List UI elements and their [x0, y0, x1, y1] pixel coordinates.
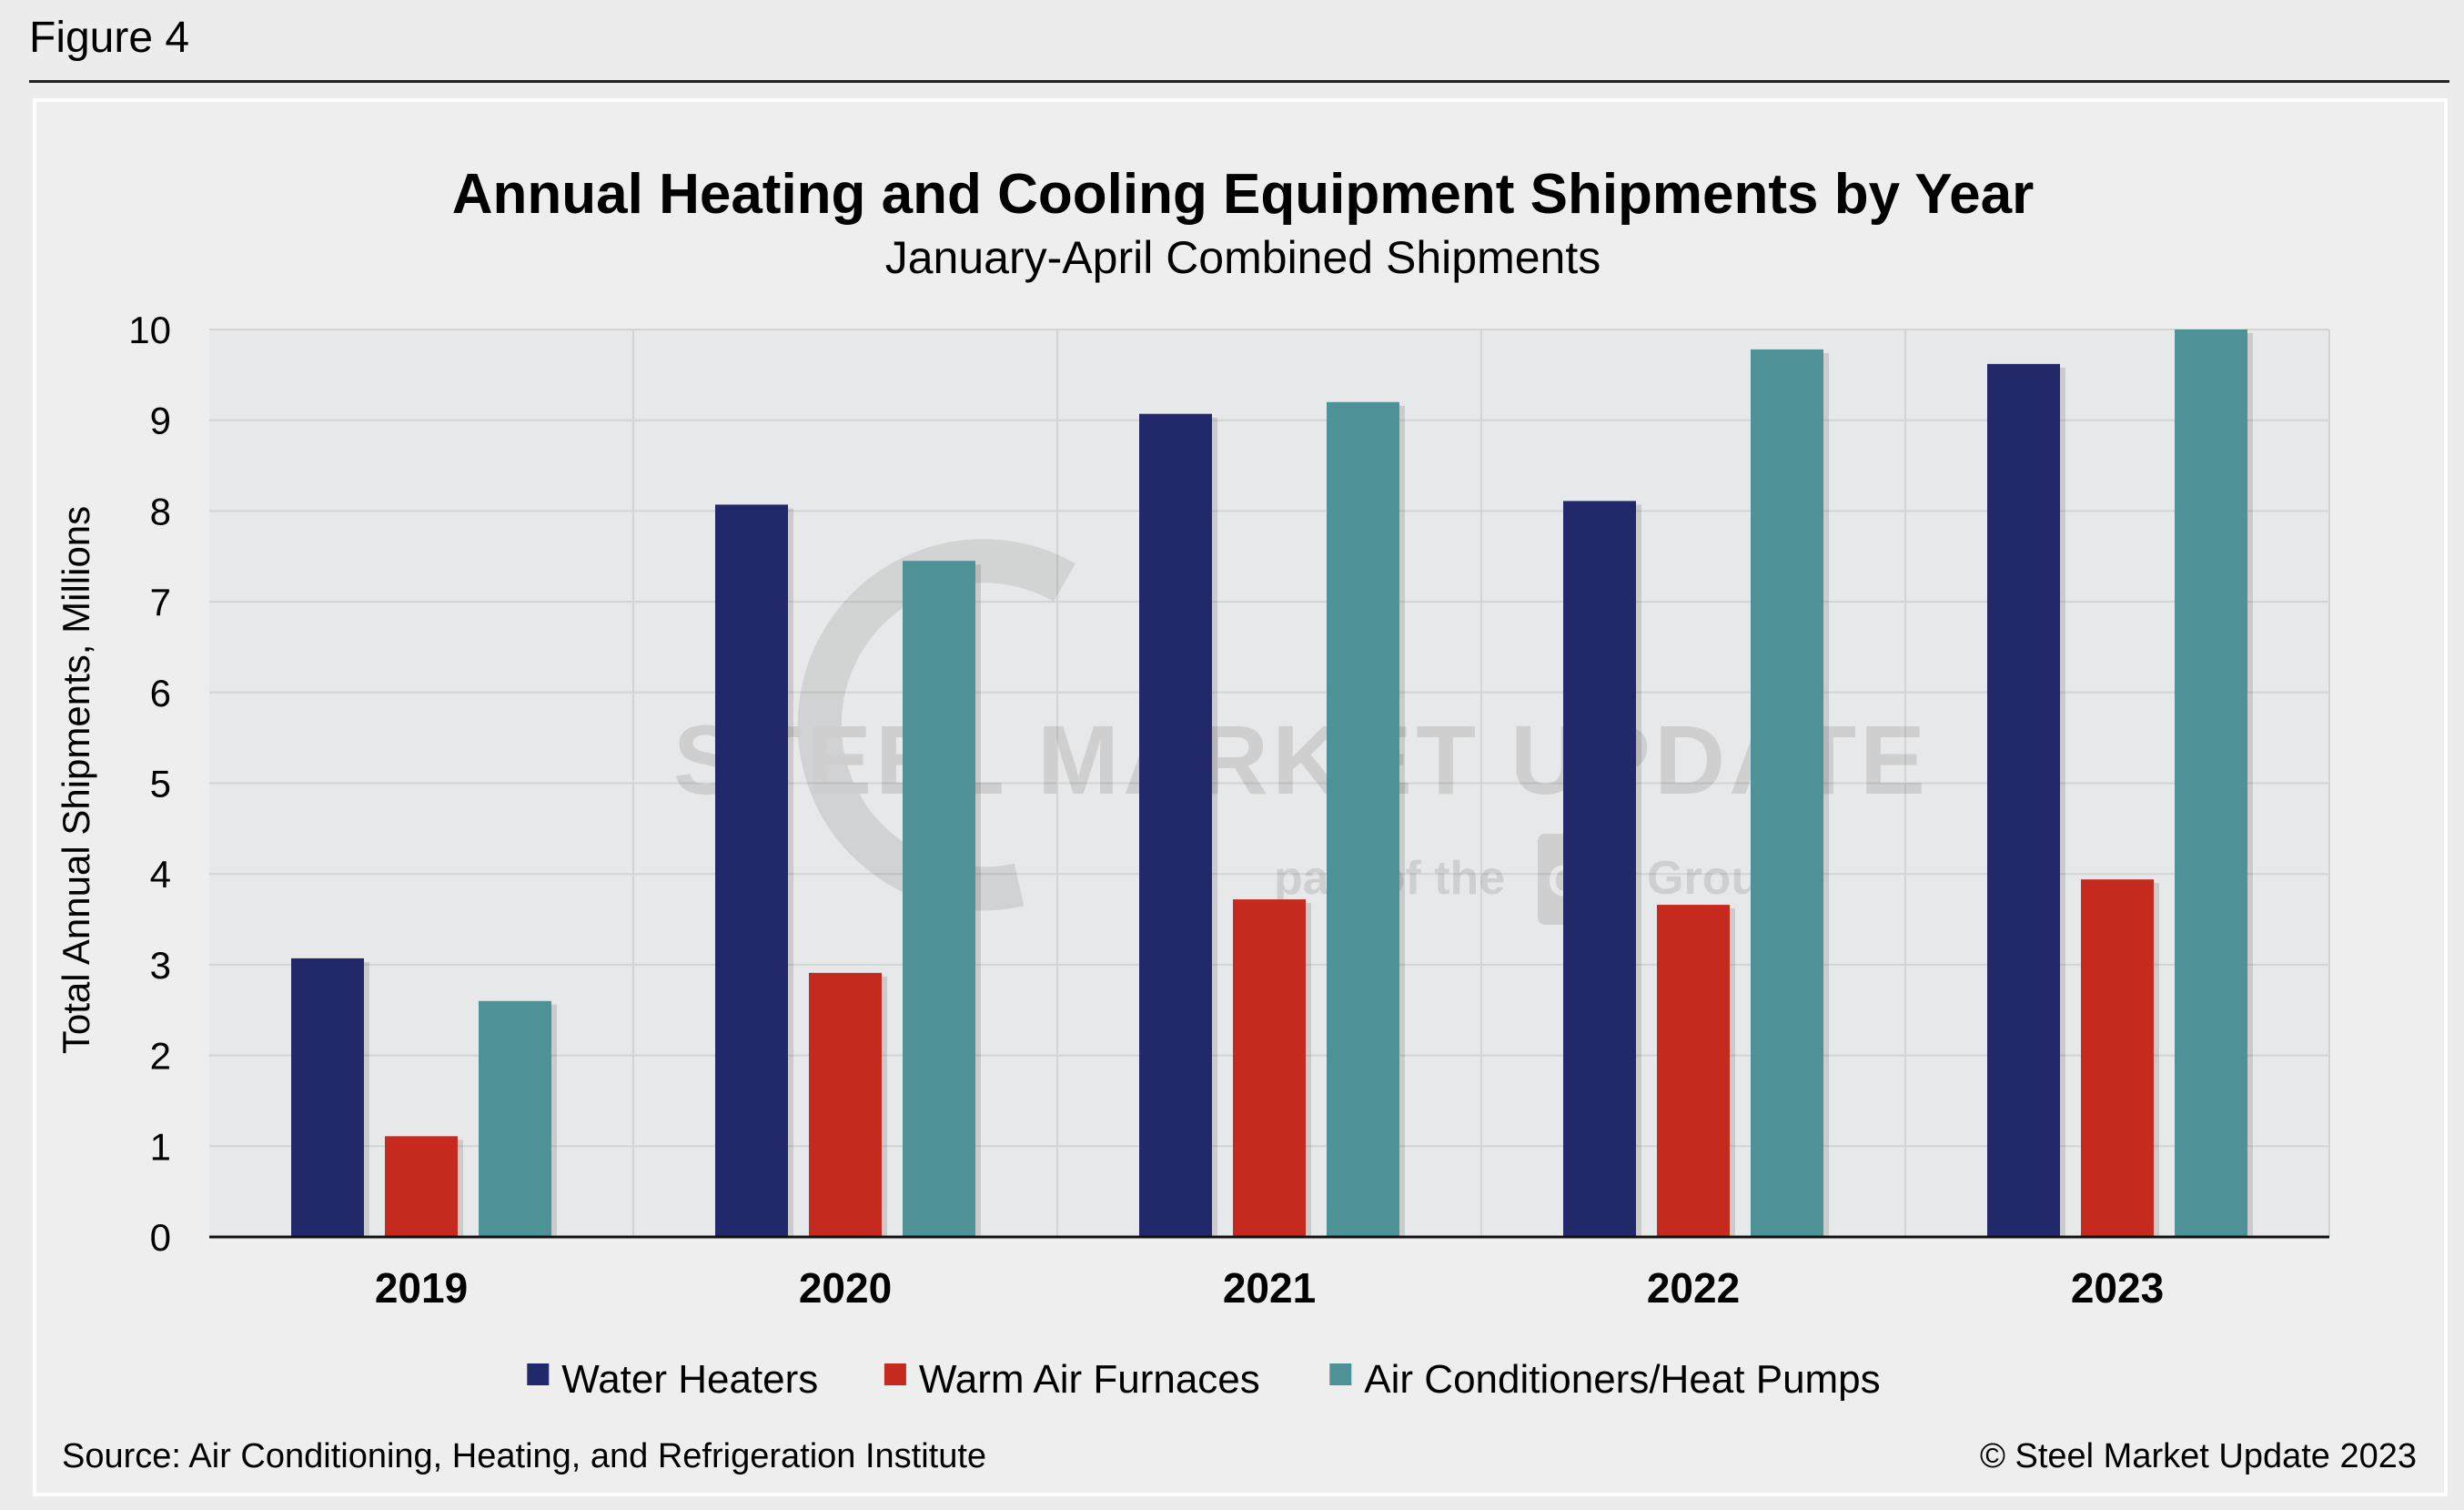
y-tick-label: 10 [128, 309, 171, 351]
x-tick-label: 2020 [799, 1264, 892, 1312]
watermark-brand: STEEL MARKET UPDATE [673, 704, 1929, 815]
bar-warm-air-furnaces [809, 972, 882, 1237]
bar-warm-air-furnaces [2081, 879, 2154, 1237]
bar-water-heaters [1139, 413, 1212, 1237]
y-axis-label: Total Annual Shipments, Millions [55, 506, 97, 1054]
y-tick-label: 7 [150, 581, 171, 623]
bar-air-conditioners [2175, 329, 2247, 1237]
bar-air-conditioners [903, 561, 975, 1237]
bars [291, 329, 2253, 1238]
y-tick-label: 9 [150, 400, 171, 442]
y-tick-label: 6 [150, 672, 171, 714]
bar-warm-air-furnaces [1657, 905, 1730, 1237]
bar-water-heaters [1987, 363, 2060, 1237]
figure-divider [29, 80, 2449, 83]
chart-title: Annual Heating and Cooling Equipment Shi… [452, 163, 2034, 226]
y-tick-label: 4 [150, 853, 171, 896]
bar-water-heaters [291, 958, 364, 1237]
y-tick-label: 0 [150, 1216, 171, 1259]
legend-swatch [884, 1363, 906, 1385]
legend-swatch [1329, 1363, 1352, 1385]
bar-warm-air-furnaces [1233, 899, 1306, 1237]
x-tick-label: 2022 [1647, 1264, 1740, 1312]
y-tick-label: 2 [150, 1035, 171, 1078]
x-tick-label: 2019 [375, 1264, 468, 1312]
chart-subtitle: January-April Combined Shipments [885, 232, 1601, 283]
legend-swatch [527, 1363, 550, 1385]
bar-water-heaters [1563, 501, 1636, 1237]
y-tick-label: 1 [150, 1125, 171, 1168]
legend-label: Water Heaters [561, 1357, 818, 1402]
x-tick-label: 2023 [2071, 1264, 2164, 1312]
source-note: Source: Air Conditioning, Heating, and R… [62, 1437, 986, 1475]
legend-label: Warm Air Furnaces [919, 1357, 1260, 1402]
legend: Water Heaters Warm Air Furnaces Air Condit… [527, 1357, 1881, 1402]
bar-air-conditioners [1327, 401, 1399, 1237]
legend-label: Air Conditioners/Heat Pumps [1364, 1357, 1880, 1402]
bar-warm-air-furnaces [385, 1136, 458, 1237]
y-axis-ticks: 0 1 2 3 4 5 6 7 8 9 10 [128, 309, 171, 1259]
y-tick-label: 5 [150, 763, 171, 806]
x-tick-label: 2021 [1223, 1264, 1316, 1312]
chart-frame: STEEL MARKET UPDATE part of the CRU Grou… [33, 98, 2448, 1496]
figure-label: Figure 4 [29, 14, 190, 62]
y-tick-label: 3 [150, 944, 171, 987]
bar-air-conditioners [479, 1000, 551, 1237]
bar-air-conditioners [1751, 349, 1823, 1238]
y-tick-label: 8 [150, 490, 171, 532]
copyright-note: © Steel Market Update 2023 [1980, 1437, 2417, 1475]
x-axis-ticks: 2019 2020 2021 2022 2023 [375, 1264, 2164, 1312]
chart: STEEL MARKET UPDATE part of the CRU Grou… [55, 163, 2417, 1475]
bar-water-heaters [715, 504, 788, 1237]
